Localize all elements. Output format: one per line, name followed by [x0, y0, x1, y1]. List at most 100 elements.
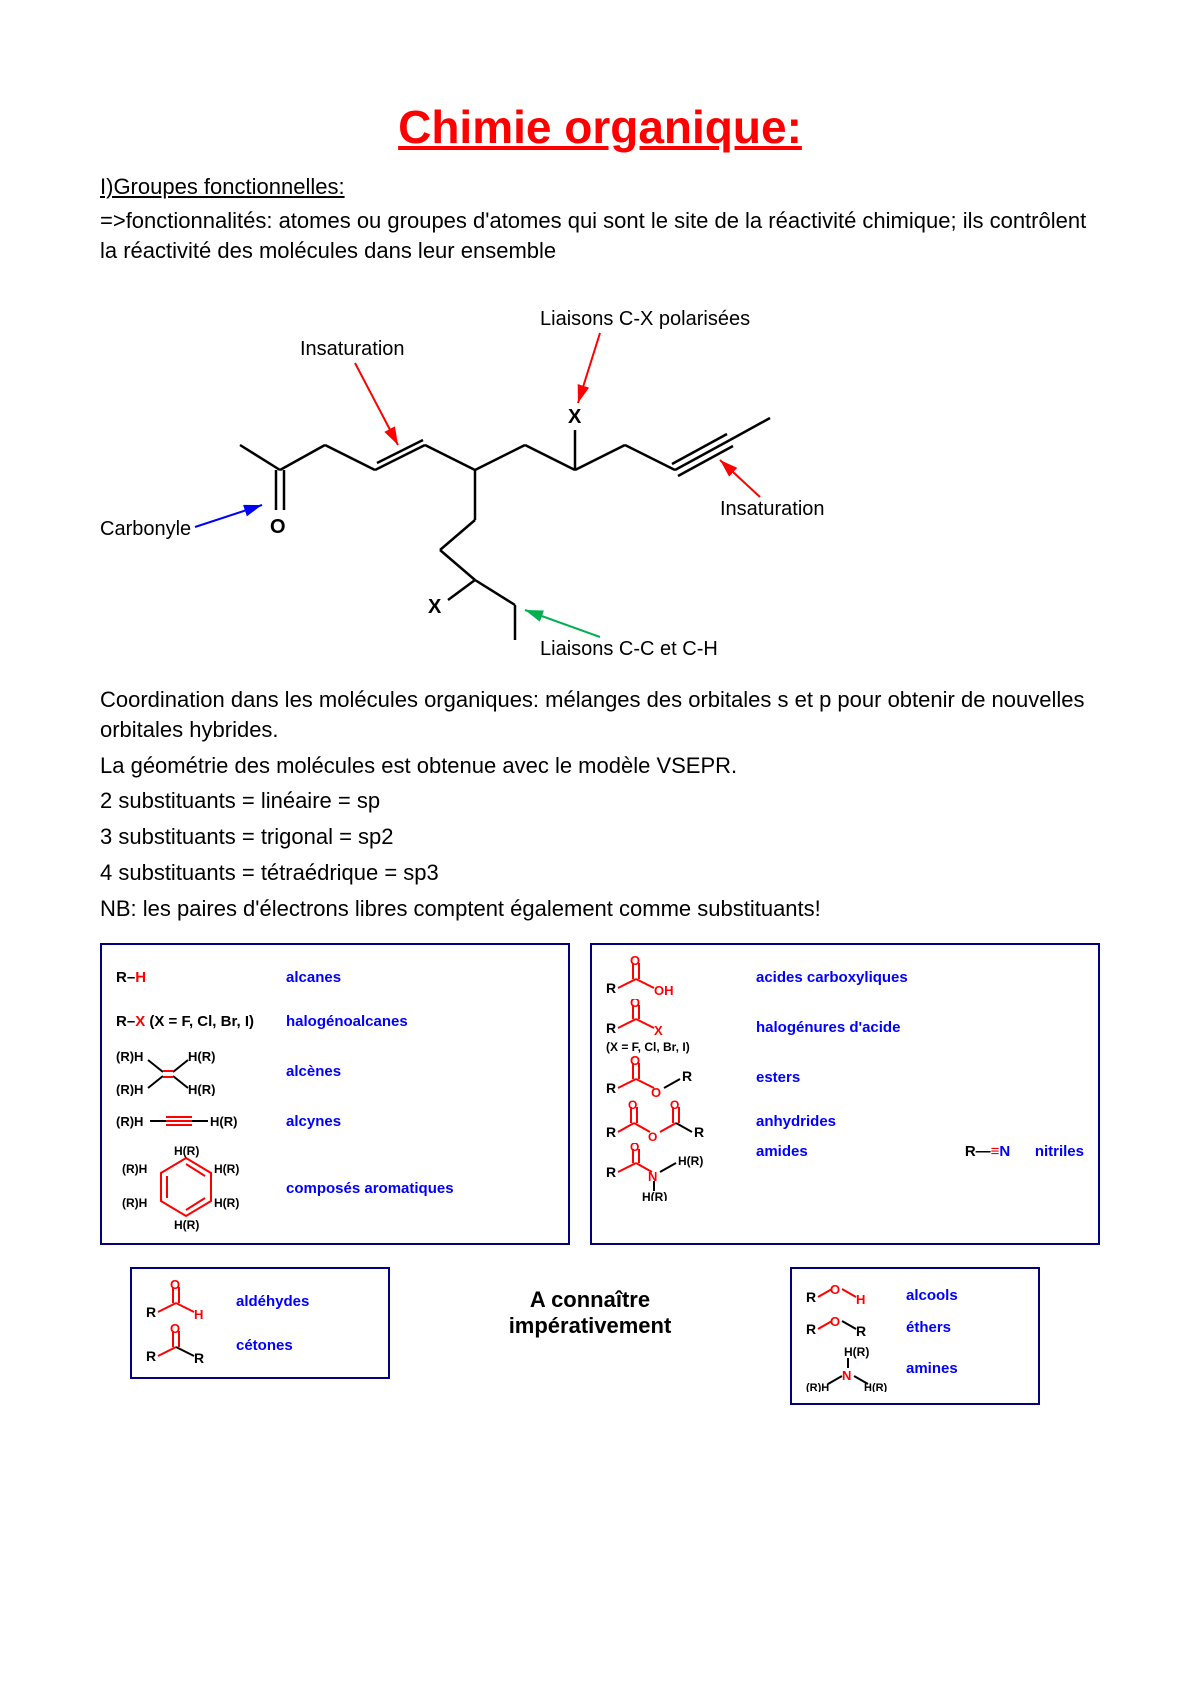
- svg-text:R: R: [606, 1080, 616, 1096]
- svg-text:H(R): H(R): [864, 1382, 888, 1392]
- coord-sp2: 3 substituants = trigonal = sp2: [100, 822, 1100, 852]
- svg-text:O: O: [630, 1055, 640, 1068]
- name-alcenes: alcènes: [286, 1063, 341, 1080]
- functional-groups-diagram: O X: [100, 295, 920, 665]
- struct-ester: R O O R: [606, 1055, 756, 1099]
- top-boxes-row: R–H alcanes R–X (X = F, Cl, Br, I) halog…: [100, 943, 1100, 1245]
- svg-text:H(R): H(R): [844, 1345, 869, 1359]
- struct-alcool: R O H: [806, 1282, 906, 1308]
- row-aldehyde: R O H aldéhydes: [146, 1279, 374, 1323]
- svg-text:R: R: [606, 1164, 616, 1180]
- svg-text:R: R: [694, 1124, 704, 1140]
- svg-text:H(R): H(R): [214, 1162, 239, 1176]
- row-ester: R O O R esters: [606, 1055, 1084, 1099]
- svg-text:(X = F, Cl, Br, I): (X = F, Cl, Br, I): [606, 1040, 690, 1054]
- svg-text:(R)H: (R)H: [116, 1082, 143, 1096]
- label-liaisons-cc: Liaisons C-C et C-H: [540, 638, 718, 660]
- row-alcanes: R–H alcanes: [116, 955, 554, 999]
- svg-text:O: O: [630, 999, 640, 1010]
- svg-text:R: R: [146, 1348, 156, 1364]
- label-insaturation-1: Insaturation: [300, 338, 405, 360]
- row-acid: R O OH acides carboxyliques: [606, 955, 1084, 999]
- svg-text:H(R): H(R): [678, 1154, 703, 1168]
- name-acid: acides carboxyliques: [756, 969, 908, 986]
- row-ether: R O R éthers: [806, 1311, 1024, 1343]
- row-amine: H(R) N (R)H H(R) amines: [806, 1343, 1024, 1393]
- name-ester: esters: [756, 1069, 800, 1086]
- svg-text:R: R: [806, 1321, 816, 1337]
- name-amide: amides: [756, 1143, 836, 1160]
- definition-text: =>fonctionnalités: atomes ou groupes d'a…: [100, 206, 1100, 265]
- row-alcynes: (R)H H(R) alcynes: [116, 1099, 554, 1143]
- name-anhydride: anhydrides: [756, 1113, 836, 1130]
- struct-aromatic: H(R) H(R) H(R) H(R) (R)H (R)H: [116, 1143, 286, 1233]
- struct-aldehyde: R O H: [146, 1279, 236, 1323]
- svg-text:N: N: [648, 1169, 657, 1184]
- svg-text:H(R): H(R): [214, 1196, 239, 1210]
- svg-text:O: O: [651, 1085, 661, 1099]
- svg-text:(R)H: (R)H: [806, 1382, 829, 1392]
- coord-sp: 2 substituants = linéaire = sp: [100, 786, 1100, 816]
- struct-acid: R O OH: [606, 955, 756, 999]
- atom-X-top: X: [568, 406, 582, 428]
- struct-nitrile: R—≡N: [965, 1143, 1035, 1160]
- page: Chimie organique: I)Groupes fonctionnell…: [0, 0, 1200, 1697]
- name-alcynes: alcynes: [286, 1113, 341, 1130]
- svg-text:O: O: [830, 1314, 840, 1329]
- svg-text:R: R: [682, 1068, 692, 1084]
- row-acylhalide: R O X (X = F, Cl, Br, I) halogénures d'a…: [606, 999, 1084, 1055]
- svg-text:H(R): H(R): [174, 1218, 199, 1232]
- name-nitrile: nitriles: [1035, 1143, 1084, 1160]
- svg-text:(R)H: (R)H: [122, 1162, 147, 1176]
- row-halogenoalcanes: R–X (X = F, Cl, Br, I) halogénoalcanes: [116, 999, 554, 1043]
- name-aromatic: composés aromatiques: [286, 1180, 454, 1197]
- svg-text:N: N: [842, 1368, 851, 1383]
- name-alcool: alcools: [906, 1287, 958, 1304]
- struct-alcynes: (R)H H(R): [116, 1110, 286, 1132]
- row-ketone: R O R cétones: [146, 1323, 374, 1367]
- svg-text:(R)H: (R)H: [116, 1114, 143, 1129]
- struct-ether: R O R: [806, 1314, 906, 1340]
- svg-text:O: O: [830, 1282, 840, 1297]
- struct-acylhalide: R O X (X = F, Cl, Br, I): [606, 999, 756, 1055]
- svg-text:R: R: [194, 1350, 204, 1366]
- svg-text:R: R: [606, 1020, 616, 1036]
- svg-text:O: O: [648, 1130, 657, 1143]
- svg-text:H(R): H(R): [188, 1082, 215, 1096]
- atom-O: O: [270, 516, 286, 538]
- box-alcohol-ether-amine: R O H alcools R O R: [790, 1267, 1040, 1405]
- struct-alcanes: R–H: [116, 969, 286, 986]
- row-anhydride: R O O O R anhydrides: [606, 1099, 1084, 1143]
- svg-text:(R)H: (R)H: [116, 1049, 143, 1064]
- name-aldehyde: aldéhydes: [236, 1293, 309, 1310]
- svg-text:R: R: [806, 1289, 816, 1305]
- box-hydrocarbons: R–H alcanes R–X (X = F, Cl, Br, I) halog…: [100, 943, 570, 1245]
- svg-text:H(R): H(R): [642, 1190, 667, 1201]
- svg-text:H: H: [856, 1292, 865, 1307]
- coord-line2: La géométrie des molécules est obtenue a…: [100, 751, 1100, 781]
- svg-text:R: R: [856, 1323, 866, 1339]
- struct-alcenes: (R)H H(R) (R)H H(R): [116, 1046, 286, 1096]
- svg-text:(R)H: (R)H: [122, 1196, 147, 1210]
- name-amine: amines: [906, 1360, 958, 1377]
- atom-X-bottom: X: [428, 596, 442, 618]
- name-ether: éthers: [906, 1319, 951, 1336]
- svg-text:H(R): H(R): [174, 1144, 199, 1158]
- row-amide-nitrile: R O N H(R) H(R) amides: [606, 1143, 1084, 1203]
- name-acylhalide: halogénures d'acide: [756, 1019, 900, 1036]
- row-aromatic: H(R) H(R) H(R) H(R) (R)H (R)H composés a…: [116, 1143, 554, 1233]
- coord-line1: Coordination dans les molécules organiqu…: [100, 685, 1100, 744]
- struct-ketone: R O R: [146, 1323, 236, 1367]
- name-alcanes: alcanes: [286, 969, 341, 986]
- svg-text:O: O: [670, 1099, 679, 1112]
- bottom-boxes-row: R O H aldéhydes R: [100, 1267, 1100, 1405]
- struct-amine: H(R) N (R)H H(R): [806, 1344, 906, 1392]
- svg-text:O: O: [630, 1143, 639, 1154]
- coord-nb: NB: les paires d'électrons libres compte…: [100, 894, 1100, 924]
- svg-text:H: H: [194, 1307, 203, 1322]
- row-alcenes: (R)H H(R) (R)H H(R) alcènes: [116, 1043, 554, 1099]
- svg-text:O: O: [630, 955, 640, 968]
- section-heading: I)Groupes fonctionnelles:: [100, 174, 1100, 200]
- label-liaisons-cx: Liaisons C-X polarisées: [540, 308, 750, 330]
- name-halogenoalcanes: halogénoalcanes: [286, 1013, 408, 1030]
